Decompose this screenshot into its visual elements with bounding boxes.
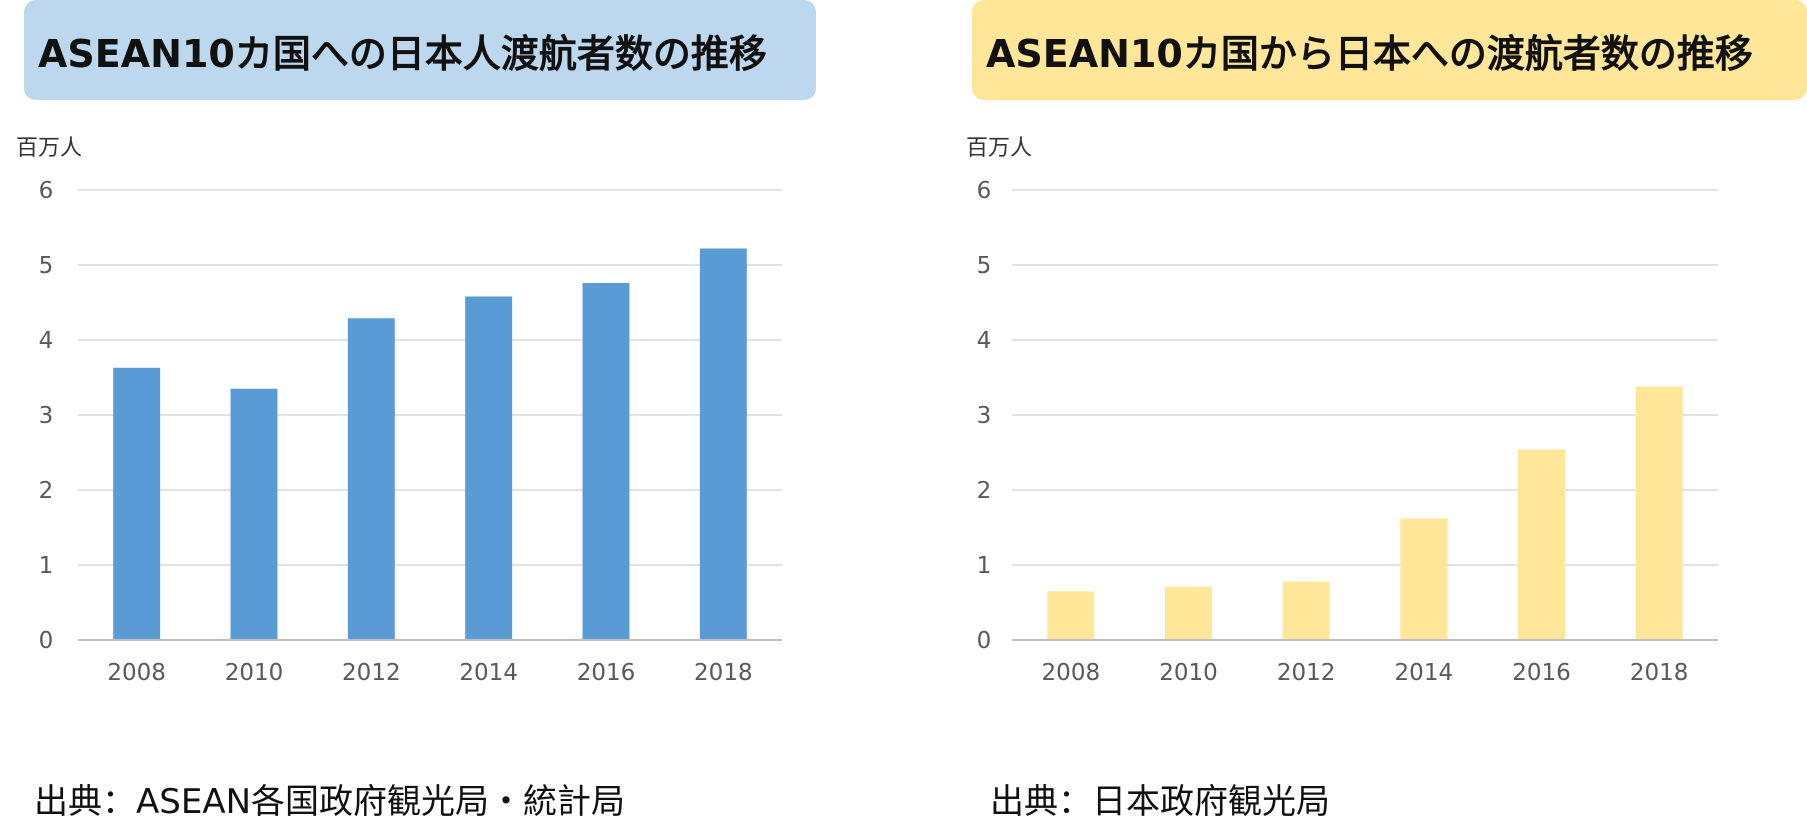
chart-title: ASEAN10カ国から日本への渡航者数の推移 bbox=[972, 0, 1807, 100]
x-tick-label: 2012 bbox=[342, 660, 401, 686]
x-tick-label: 2018 bbox=[694, 660, 753, 686]
y-tick-label: 2 bbox=[39, 478, 54, 504]
x-tick-label: 2014 bbox=[459, 660, 518, 686]
y-tick-label: 4 bbox=[977, 328, 992, 354]
bar bbox=[1047, 591, 1095, 640]
x-tick-label: 2010 bbox=[225, 660, 284, 686]
bar bbox=[1164, 586, 1213, 640]
bar-chart-svg: 0 1 2 3 4 5 6 2008 2010 2012 2014 2016 2018 bbox=[39, 178, 782, 686]
chart-title: ASEAN10カ国への日本人渡航者数の推移 bbox=[24, 0, 816, 100]
y-tick-label: 3 bbox=[39, 403, 54, 429]
x-tick-label: 2018 bbox=[1630, 660, 1689, 686]
y-tick-label: 1 bbox=[39, 553, 54, 579]
bar bbox=[1282, 581, 1330, 640]
x-tick-label: 2014 bbox=[1395, 660, 1454, 686]
x-tick-label: 2008 bbox=[1042, 660, 1101, 686]
y-tick-label: 0 bbox=[977, 628, 992, 654]
chart-panel-right: ASEAN10カ国から日本への渡航者数の推移 百万人 0 1 2 3 4 5 6 2008 20… bbox=[950, 0, 1807, 836]
bar bbox=[347, 318, 395, 640]
y-tick-label: 2 bbox=[977, 478, 992, 504]
y-tick-label: 5 bbox=[977, 253, 992, 279]
y-tick-label: 6 bbox=[977, 178, 992, 204]
y-tick-label: 1 bbox=[977, 553, 992, 579]
y-unit-label: 百万人 bbox=[966, 136, 1033, 161]
x-tick-label: 2016 bbox=[1512, 660, 1571, 686]
bar bbox=[582, 283, 630, 640]
chart-panel-left: ASEAN10カ国への日本人渡航者数の推移 百万人 0 1 2 3 4 5 6 2008 201… bbox=[0, 0, 900, 836]
x-tick-label: 2008 bbox=[107, 660, 166, 686]
y-tick-label: 3 bbox=[977, 403, 992, 429]
bar bbox=[699, 248, 747, 640]
y-tick-label: 0 bbox=[39, 628, 54, 654]
bar bbox=[1635, 386, 1683, 640]
bar bbox=[113, 367, 161, 640]
x-tick-label: 2010 bbox=[1159, 660, 1218, 686]
bar bbox=[465, 296, 513, 640]
source-note: 出典：日本政府観光局 bbox=[990, 782, 1330, 822]
x-tick-label: 2016 bbox=[577, 660, 636, 686]
bar-chart-svg: 0 1 2 3 4 5 6 2008 2010 2012 2014 2016 2018 bbox=[977, 178, 1718, 686]
bar bbox=[1400, 518, 1448, 640]
bar bbox=[230, 388, 278, 640]
bar bbox=[1517, 449, 1566, 640]
y-tick-label: 6 bbox=[39, 178, 54, 204]
y-tick-label: 5 bbox=[39, 253, 54, 279]
x-tick-label: 2012 bbox=[1277, 660, 1336, 686]
y-unit-label: 百万人 bbox=[16, 136, 83, 161]
y-tick-label: 4 bbox=[39, 328, 54, 354]
source-note: 出典：ASEAN各国政府観光局・統計局 bbox=[34, 782, 626, 822]
